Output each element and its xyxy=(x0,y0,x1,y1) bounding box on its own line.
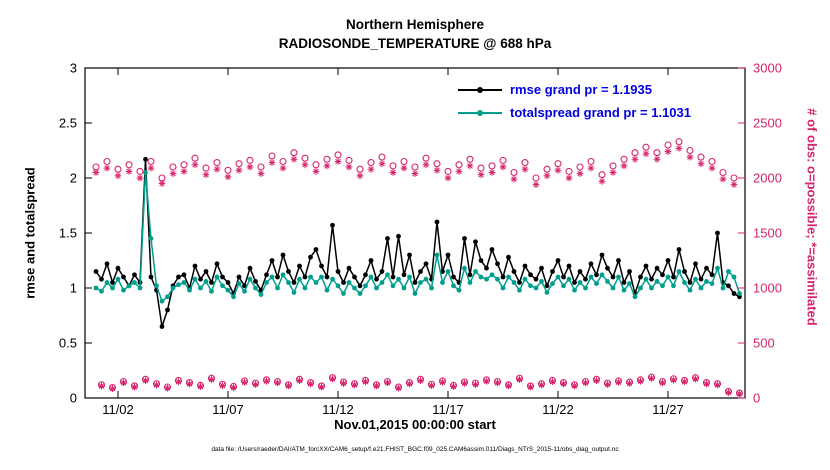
chart-title: Northern Hemisphere RADIOSONDE_TEMPERATU… xyxy=(0,15,830,53)
svg-text:1500: 1500 xyxy=(753,226,782,241)
svg-text:2000: 2000 xyxy=(753,171,782,186)
svg-text:2: 2 xyxy=(70,171,77,186)
data-file-caption: data file: /Users/raeder/DAI/ATM_forcXX/… xyxy=(211,446,619,453)
svg-text:1: 1 xyxy=(70,281,77,296)
legend-entry-rmse: rmse grand pr = 1.1935 xyxy=(458,78,691,101)
svg-text:0.5: 0.5 xyxy=(59,336,77,351)
svg-text:0: 0 xyxy=(753,391,760,406)
svg-text:2500: 2500 xyxy=(753,116,782,131)
svg-text:11/07: 11/07 xyxy=(212,402,244,417)
x-axis-label: Nov.01,2015 00:00:00 start xyxy=(334,417,496,432)
svg-text:2.5: 2.5 xyxy=(59,116,77,131)
legend-label-rmse: rmse grand pr = 1.1935 xyxy=(510,82,652,97)
y-axis-label-left: rmse and totalspread xyxy=(22,167,38,299)
y-axis-label-right: # of obs: o=possible; *=assimilated xyxy=(804,108,820,326)
svg-text:11/02: 11/02 xyxy=(102,402,134,417)
chart-title-line2: RADIOSONDE_TEMPERATURE @ 688 hPa xyxy=(278,36,552,51)
svg-text:1.5: 1.5 xyxy=(59,226,77,241)
legend-line-sample-totalspread xyxy=(458,108,502,118)
svg-text:11/17: 11/17 xyxy=(432,402,464,417)
svg-text:1000: 1000 xyxy=(753,281,782,296)
svg-text:11/12: 11/12 xyxy=(322,402,354,417)
legend-label-totalspread: totalspread grand pr = 1.1031 xyxy=(510,105,691,120)
chart-title-line1: Northern Hemisphere xyxy=(345,17,485,32)
svg-text:0: 0 xyxy=(70,391,77,406)
svg-text:11/27: 11/27 xyxy=(652,402,684,417)
legend-entry-totalspread: totalspread grand pr = 1.1031 xyxy=(458,101,691,124)
svg-text:500: 500 xyxy=(753,336,775,351)
legend: rmse grand pr = 1.1935 totalspread grand… xyxy=(458,78,691,124)
legend-line-sample-rmse xyxy=(458,85,502,95)
svg-text:3000: 3000 xyxy=(753,61,782,76)
svg-text:11/22: 11/22 xyxy=(542,402,574,417)
svg-text:3: 3 xyxy=(70,61,77,76)
